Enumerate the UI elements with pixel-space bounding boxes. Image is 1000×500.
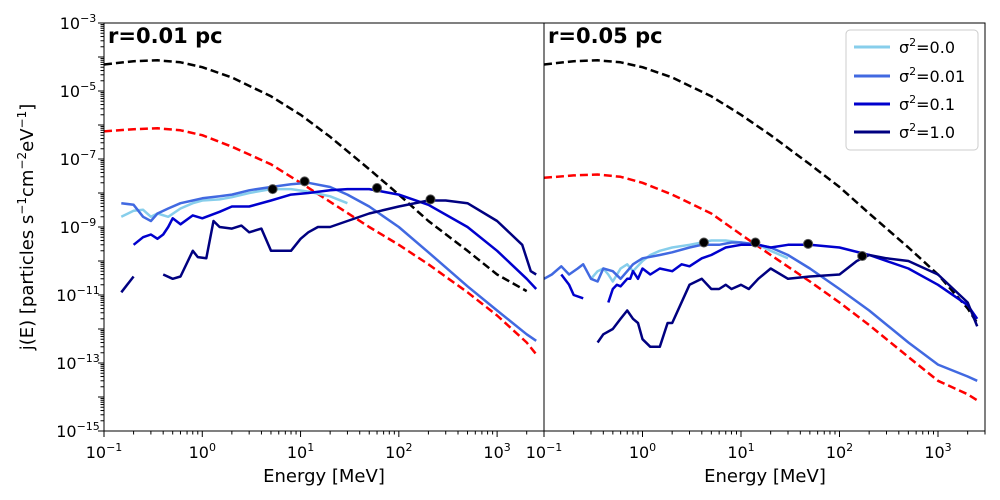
panel-right-x-tick-labels: 10−1 100 101 102 103 [526,441,952,462]
x-tick-label: 101 [727,441,754,462]
legend-label: σ2=0.1 [899,93,955,114]
x-tick-label: 100 [189,441,216,462]
peak-marker-sigma-0.01 [299,176,310,187]
series-line-sigma-0.1 [132,187,538,290]
panel-right-title: r=0.05 pc [548,24,663,48]
panel-right-ticks [543,431,986,437]
legend-entry-sigma-1.0: σ2=1.0 [854,121,955,142]
x-tick-label: 10−1 [526,441,563,462]
series-line-sigma-1.0 [162,199,537,281]
x-tick-label: 100 [629,441,656,462]
legend: σ2=0.0 σ2=0.01 σ2=0.1 σ2=1.0 [845,29,979,151]
panel-right-series [544,59,979,402]
peak-marker-sigma-1.0 [857,251,868,262]
y-tick-label: 10−15 [56,420,100,441]
legend-entry-sigma-0.01: σ2=0.01 [854,65,965,86]
series-line-reference-black-dashed [544,59,979,324]
legend-entry-sigma-0.1: σ2=0.1 [854,93,955,114]
y-tick-label: 10−7 [60,148,97,169]
peak-marker-sigma-0.1 [372,183,383,194]
panel-right-markers [698,237,868,262]
peak-marker-sigma-0.0 [267,184,278,195]
series-line-sigma-0.01 [121,181,537,342]
peak-marker-sigma-1.0 [425,194,436,205]
x-tick-label: 101 [287,441,314,462]
panel-right-x-axis-label: Energy [MeV] [704,466,826,487]
peak-marker-sigma-0.01 [750,237,761,248]
panel-left-title: r=0.01 pc [108,24,223,48]
series-line-reference-red-dashed [104,127,538,356]
series-line-reference-black-dashed [104,59,528,293]
panel-left-markers [267,176,436,205]
y-tick-label: 10−9 [60,216,97,237]
series-line-sigma-0.0 [120,187,348,219]
y-tick-label: 10−13 [56,352,100,373]
series-line-sigma-0.1 [607,243,979,320]
x-tick-label: 103 [924,441,951,462]
y-axis-label: j(E) [particles s−1cm−2eV−1] [15,104,38,352]
panel-left-series [104,59,538,356]
legend-box [845,29,979,151]
panel-left-x-axis-label: Energy [MeV] [263,466,385,487]
peak-marker-sigma-0.0 [698,237,709,248]
x-tick-label: 103 [483,441,510,462]
panel-right-frame [543,22,986,432]
y-tick-label: 10−5 [60,80,97,101]
x-tick-label: 102 [385,441,412,462]
panel-left-ticks [98,22,545,437]
x-tick-label: 102 [826,441,853,462]
peak-marker-sigma-0.1 [803,238,814,249]
panel-left-y-tick-labels: 10−15 10−13 10−11 10−9 10−7 10−5 10−3 [56,12,100,441]
panel-left-x-tick-labels: 10−1 100 101 102 103 [86,441,511,462]
y-tick-label: 10−3 [60,12,97,33]
legend-entry-sigma-0.0: σ2=0.0 [854,36,955,57]
x-tick-label: 10−1 [86,441,123,462]
legend-label: σ2=1.0 [899,121,955,142]
legend-label: σ2=0.01 [899,65,965,86]
y-tick-label: 10−11 [56,284,100,305]
series-line-sigma-1.0-seg1 [120,275,135,294]
panel-r-0.05pc: 10−1 100 101 102 103 r=0.05 pc Energy [MeV] [526,22,986,487]
series-line-sigma-0.01 [544,241,978,382]
series-line-sigma-0.1-seg1 [560,273,584,300]
legend-label: σ2=0.0 [899,36,955,57]
